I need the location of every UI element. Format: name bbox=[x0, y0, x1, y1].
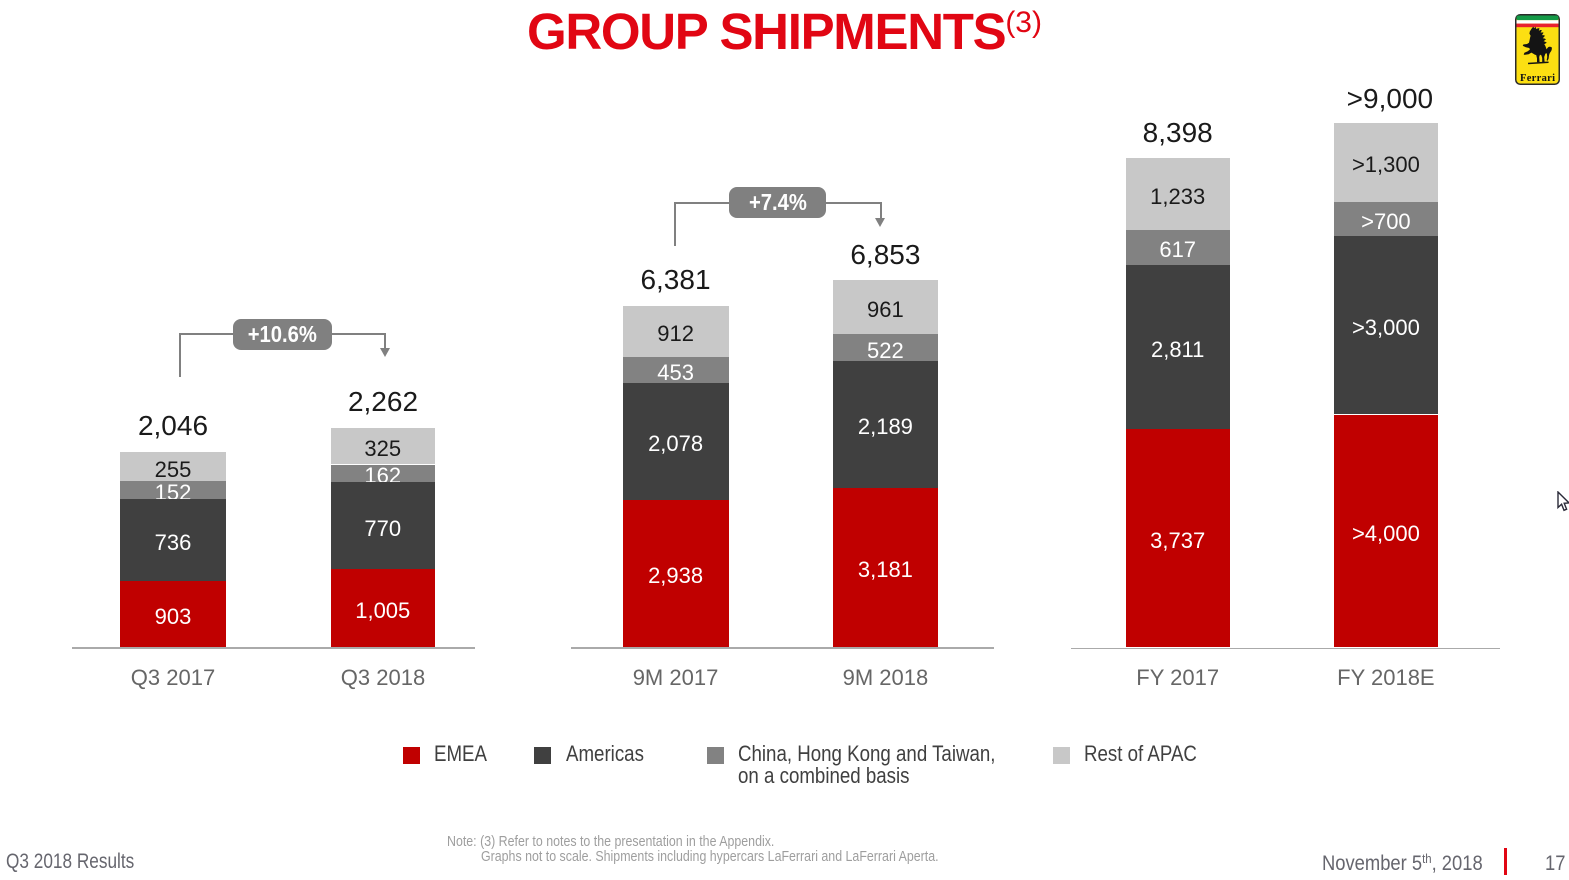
svg-text:Ferrari: Ferrari bbox=[1520, 73, 1555, 84]
